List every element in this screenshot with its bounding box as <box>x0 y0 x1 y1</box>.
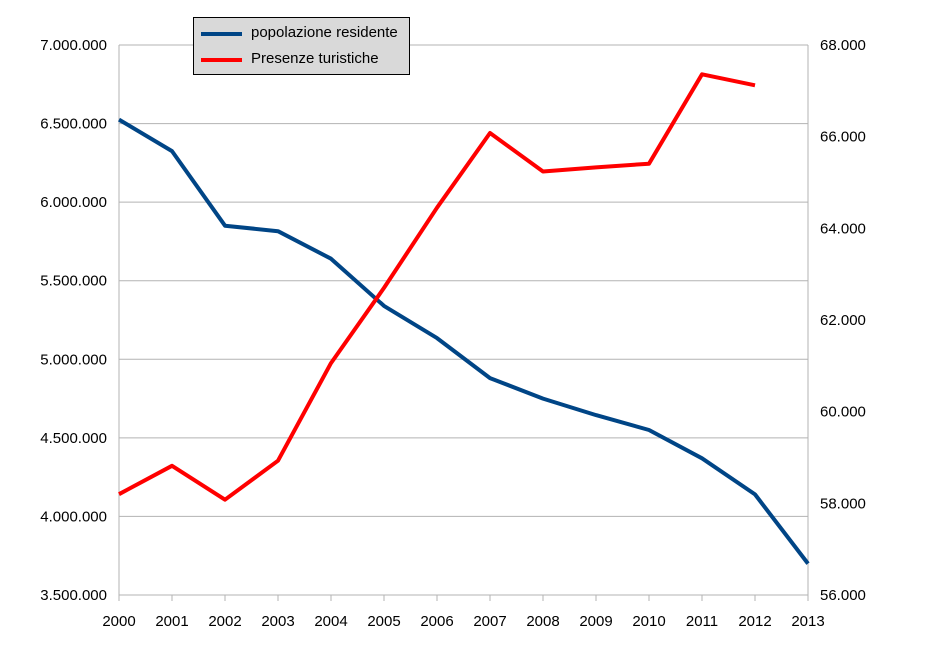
legend-item-presenze: Presenze turistiche <box>194 48 409 70</box>
x-tick-label: 2012 <box>738 613 771 630</box>
axes <box>118 45 809 601</box>
right-tick-label: 56.000 <box>820 587 866 604</box>
left-tick-label: 5.500.000 <box>40 273 107 290</box>
x-tick-label: 2011 <box>686 613 718 630</box>
right-tick-label: 60.000 <box>820 404 866 421</box>
x-tick-label: 2001 <box>155 613 188 630</box>
legend-swatch-presenze <box>201 58 242 62</box>
x-tick-label: 2010 <box>632 613 665 630</box>
right-tick-label: 66.000 <box>820 129 866 146</box>
x-tick-label: 2004 <box>314 613 347 630</box>
right-axis-tick-labels: 56.000 58.000 60.000 62.000 64.000 66.000 68.0… <box>820 37 866 604</box>
series-line-presenze <box>118 72 756 502</box>
x-axis-tick-labels: 2000 2001 2002 2003 2004 2005 2006 2007 2008 2009… <box>102 613 824 630</box>
left-tick-label: 3.500.000 <box>40 587 107 604</box>
left-tick-label: 6.000.000 <box>40 194 107 211</box>
series-lines <box>117 72 810 565</box>
x-tick-label: 2006 <box>420 613 453 630</box>
left-tick-label: 4.000.000 <box>40 508 107 525</box>
series-line-popolazione <box>117 117 810 565</box>
legend-label-popolazione: popolazione residente <box>251 24 398 41</box>
left-tick-label: 5.000.000 <box>40 351 107 368</box>
grid-lines <box>119 44 808 596</box>
right-tick-label: 68.000 <box>820 37 866 54</box>
x-tick-label: 2002 <box>208 613 241 630</box>
left-tick-label: 7.000.000 <box>40 37 107 54</box>
legend: popolazione residente Presenze turistich… <box>193 17 410 75</box>
x-tick-label: 2000 <box>102 613 135 630</box>
left-axis-tick-labels: 3.500.000 4.000.000 4.500.000 5.000.000 5.50… <box>40 37 107 604</box>
left-tick-label: 4.500.000 <box>40 430 107 447</box>
right-tick-label: 58.000 <box>820 495 866 512</box>
legend-label-presenze: Presenze turistiche <box>251 50 379 67</box>
legend-swatch-popolazione <box>201 32 242 36</box>
right-tick-label: 64.000 <box>820 220 866 237</box>
legend-item-popolazione: popolazione residente <box>194 22 409 44</box>
x-tick-label: 2013 <box>791 613 824 630</box>
x-tick-label: 2005 <box>367 613 400 630</box>
x-tick-label: 2009 <box>579 613 612 630</box>
right-tick-label: 62.000 <box>820 312 866 329</box>
x-tick-label: 2007 <box>473 613 506 630</box>
x-tick-label: 2008 <box>526 613 559 630</box>
left-tick-label: 6.500.000 <box>40 116 107 133</box>
x-tick-label: 2003 <box>261 613 294 630</box>
